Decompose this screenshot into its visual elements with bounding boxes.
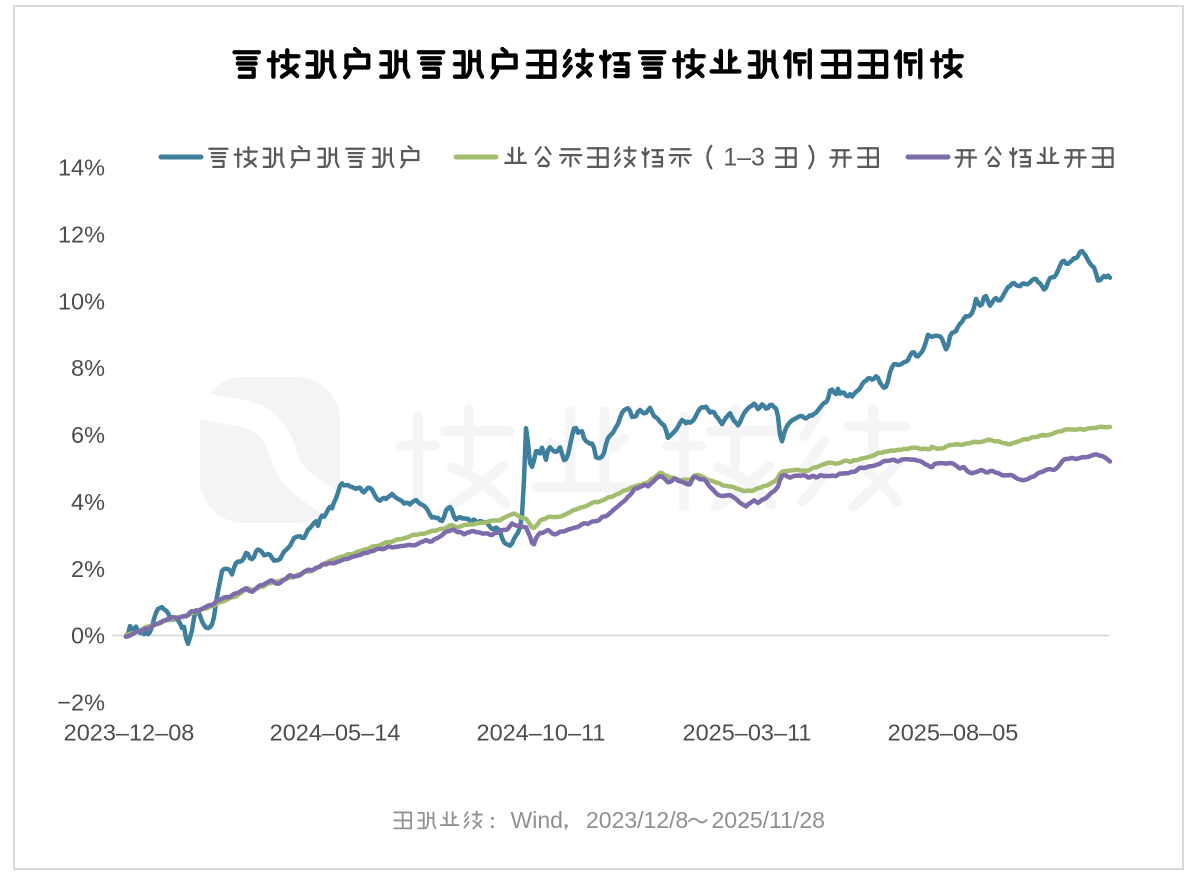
svg-text:2025–03–11: 2025–03–11 bbox=[683, 720, 812, 746]
svg-text:10%: 10% bbox=[58, 288, 105, 314]
svg-text:2025–08–05: 2025–08–05 bbox=[888, 720, 1019, 746]
svg-text:2023–12–08: 2023–12–08 bbox=[64, 720, 195, 746]
svg-text:0%: 0% bbox=[71, 623, 105, 649]
svg-text:6%: 6% bbox=[71, 422, 105, 448]
svg-text:2025/11/28: 2025/11/28 bbox=[712, 807, 825, 833]
svg-text:1–3: 1–3 bbox=[723, 144, 765, 172]
svg-text:2023/12/8: 2023/12/8 bbox=[586, 807, 688, 833]
svg-text:8%: 8% bbox=[71, 355, 105, 381]
svg-text:−2%: −2% bbox=[57, 690, 105, 716]
svg-text:2024–05–14: 2024–05–14 bbox=[270, 720, 401, 746]
svg-text:2%: 2% bbox=[71, 556, 105, 582]
svg-text:14%: 14% bbox=[58, 155, 105, 181]
svg-text:2024–10–11: 2024–10–11 bbox=[477, 720, 606, 746]
svg-text:4%: 4% bbox=[71, 489, 105, 515]
svg-text:12%: 12% bbox=[58, 221, 105, 247]
svg-text:Wind: Wind bbox=[511, 807, 563, 833]
